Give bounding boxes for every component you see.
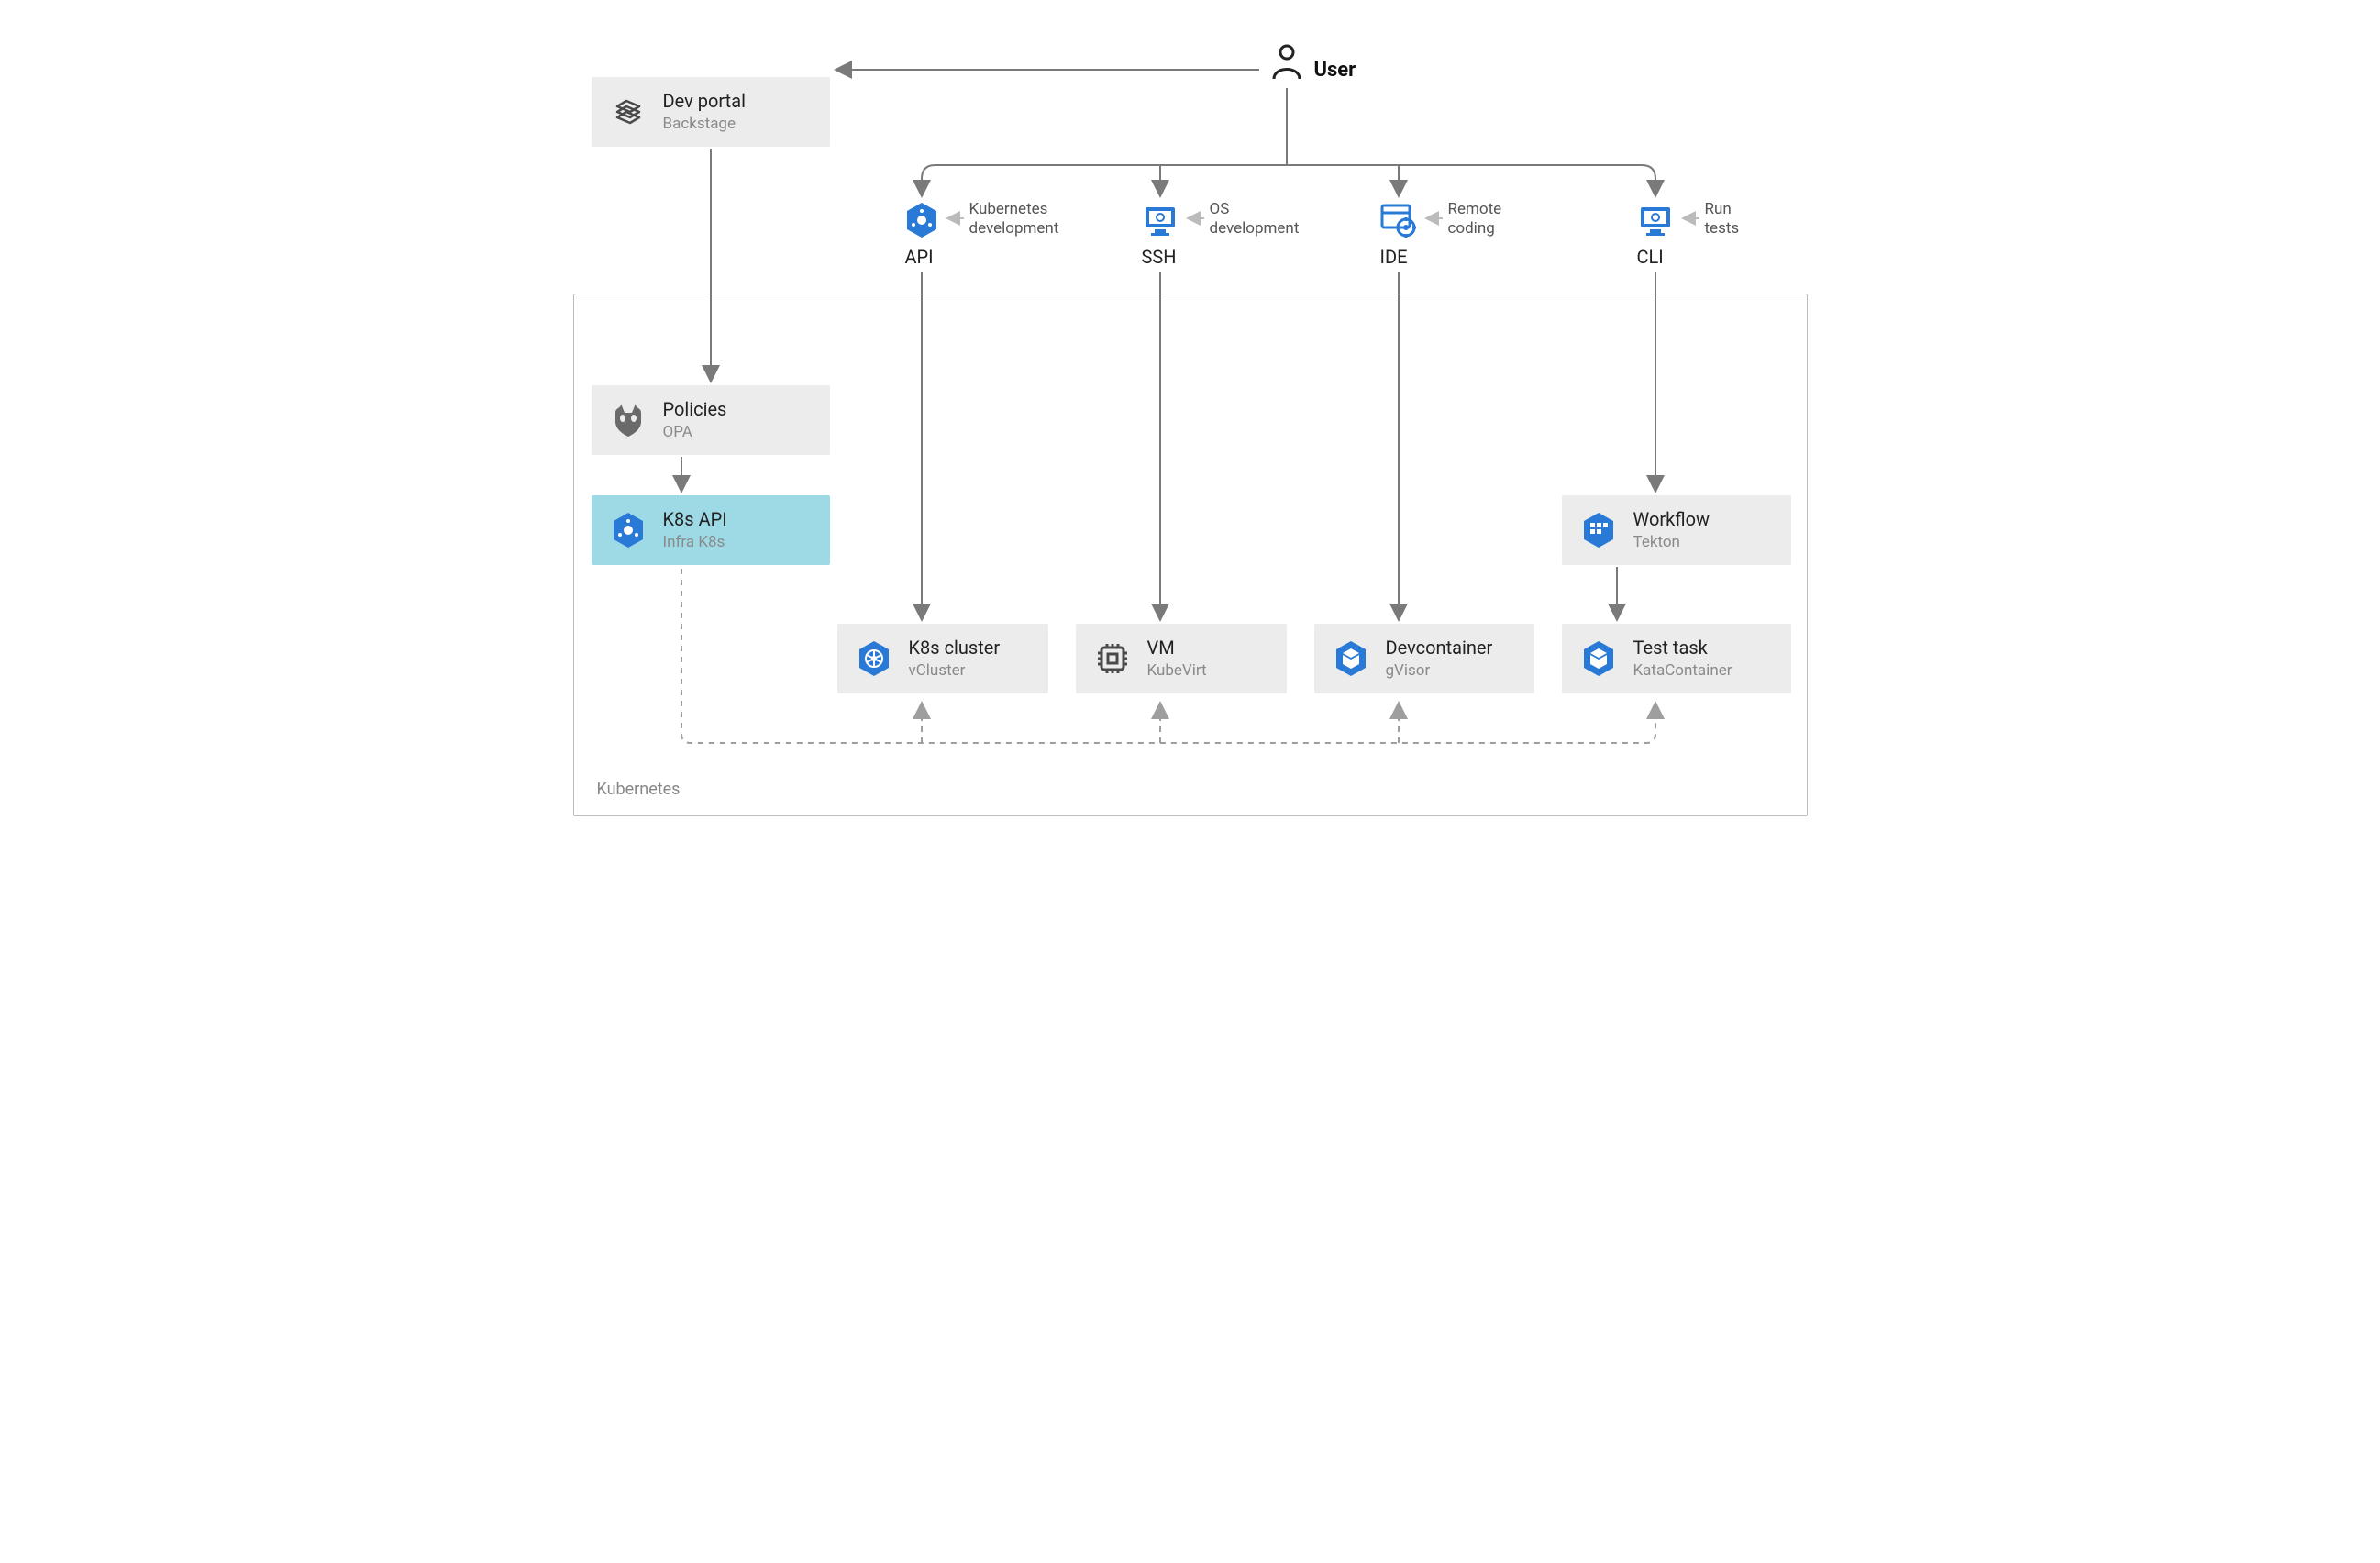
k8scluster-title: K8s cluster [909,637,1001,660]
devportal-node: Dev portal Backstage [592,77,830,147]
policies-node: Policies OPA [592,385,830,455]
k8scluster-node: K8s cluster vCluster [837,624,1048,693]
policies-subtitle: OPA [663,423,727,442]
devportal-subtitle: Backstage [663,115,746,134]
ssh-desc: OS development [1210,200,1300,239]
user-label: User [1314,59,1356,82]
ide-desc-line1: Remote [1448,200,1502,218]
cli-desc: Run tests [1705,200,1740,239]
cli-icon [1635,200,1676,240]
workflow-node: Workflow Tekton [1562,495,1791,565]
diagram-canvas: Kubernetes User Dev portal Backstage [562,18,1819,844]
workflow-title: Workflow [1633,508,1710,531]
testtask-subtitle: KataContainer [1633,661,1732,681]
vm-subtitle: KubeVirt [1147,661,1207,681]
ssh-desc-line2: development [1210,219,1300,238]
api-desc-line2: development [969,219,1059,238]
kubernetes-cluster-label: Kubernetes [597,780,681,799]
api-label: API [905,246,934,268]
ide-desc: Remote coding [1448,200,1502,239]
devportal-icon [608,92,648,132]
policies-icon [608,400,648,440]
testtask-icon [1578,638,1619,679]
api-desc-line1: Kubernetes [969,200,1048,218]
testtask-node: Test task KataContainer [1562,624,1791,693]
devportal-title: Dev portal [663,90,746,113]
vm-title: VM [1147,637,1207,660]
k8scluster-icon [854,638,894,679]
devcont-title: Devcontainer [1386,637,1493,660]
cli-label: CLI [1637,246,1664,268]
workflow-icon [1578,510,1619,550]
ssh-icon [1140,200,1180,240]
ssh-desc-line1: OS [1210,200,1230,218]
ide-icon [1378,200,1419,240]
devcont-icon [1331,638,1371,679]
k8scluster-subtitle: vCluster [909,661,1001,681]
k8sapi-subtitle: Infra K8s [663,533,727,552]
k8sapi-title: K8s API [663,508,727,531]
devcont-node: Devcontainer gVisor [1314,624,1534,693]
workflow-subtitle: Tekton [1633,533,1710,552]
ide-desc-line2: coding [1448,219,1495,238]
k8sapi-node: K8s API Infra K8s [592,495,830,565]
cli-desc-line2: tests [1705,219,1740,238]
vm-icon [1092,638,1133,679]
api-desc: Kubernetes development [969,200,1059,239]
devcont-subtitle: gVisor [1386,661,1493,681]
ide-label: IDE [1380,246,1408,268]
ssh-label: SSH [1142,246,1177,268]
user-icon [1267,42,1307,83]
vm-node: VM KubeVirt [1076,624,1287,693]
k8sapi-icon [608,510,648,550]
policies-title: Policies [663,398,727,421]
testtask-title: Test task [1633,637,1732,660]
cli-desc-line1: Run [1705,200,1732,218]
api-icon [902,200,942,240]
